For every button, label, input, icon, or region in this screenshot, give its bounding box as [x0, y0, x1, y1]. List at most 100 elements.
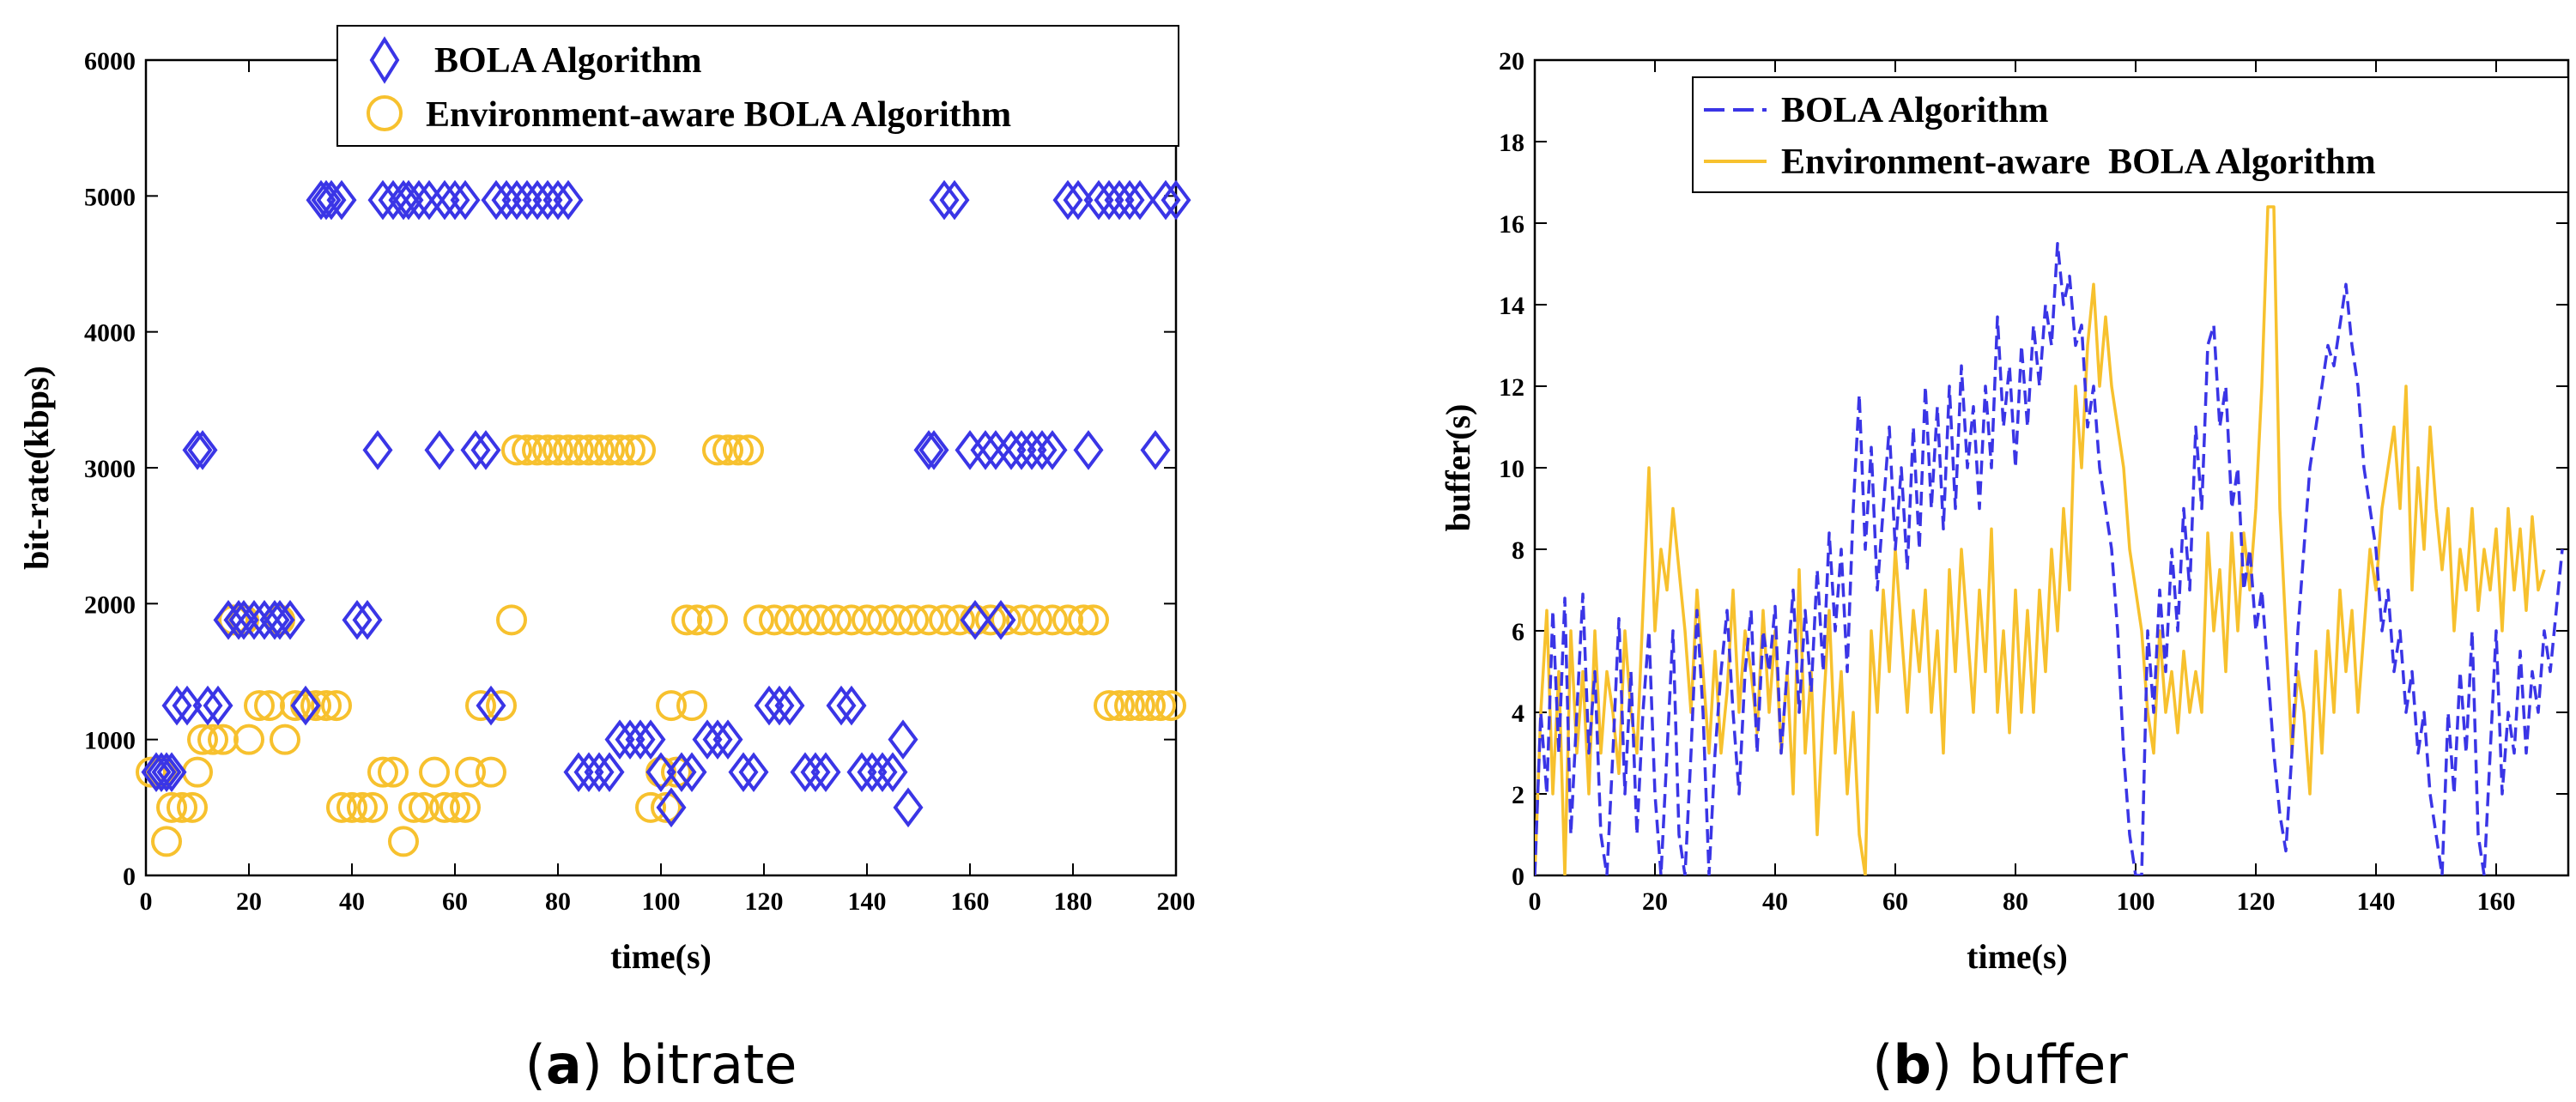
env-bola-point: [733, 434, 764, 466]
env-bola-point: [187, 724, 218, 755]
bola-point: [326, 179, 357, 221]
env-bola-point: [913, 604, 944, 636]
data-marks-a: [136, 179, 1191, 857]
y-tick-label-b: 6: [1512, 618, 1524, 646]
env-bola-point: [486, 690, 517, 722]
caption-text-b: buffer: [1969, 1033, 2129, 1096]
x-tick-label-b: 100: [2117, 887, 2155, 916]
env-bola-point: [635, 791, 666, 823]
bola-point: [738, 752, 769, 793]
env-bola-point: [573, 434, 604, 466]
y-tick-label-b: 12: [1499, 373, 1524, 402]
x-tick-label-a: 160: [951, 887, 990, 916]
buffer-chart: 0 20 40 60 80 100 120 140 160 0 2 4 6 8 10 12 14 16 18 20 t…: [1439, 47, 2570, 1096]
bola-point: [182, 430, 213, 470]
env-bola-point: [615, 434, 646, 466]
env-bola-point: [512, 434, 542, 466]
env-bola-point: [553, 434, 584, 466]
bola-point: [615, 719, 646, 760]
env-bola-point: [852, 604, 882, 636]
caption-letter-b: b: [1893, 1033, 1930, 1096]
caption-paren-open-b: (: [1872, 1033, 1893, 1096]
env-bola-point: [867, 604, 898, 636]
bola-point: [1006, 430, 1037, 470]
env-bola-point: [311, 690, 342, 722]
env-bola-point: [177, 791, 208, 823]
bola-point: [996, 430, 1027, 470]
env-bola-point: [409, 791, 439, 823]
bola-point: [857, 752, 888, 793]
env-bola-point: [542, 434, 573, 466]
env-bola-point: [300, 690, 331, 722]
legend-label-env-b: Environment-aware BOLA Algorithm: [1781, 142, 2376, 182]
bitrate-chart: 0 20 40 60 80 100 120 140 160 180 2000100020003000…: [17, 25, 1196, 1096]
x-tick-label-a: 200: [1157, 887, 1196, 916]
bola-point: [625, 719, 656, 760]
bola-point: [728, 752, 759, 793]
env-bola-point: [1021, 604, 1052, 636]
bola-point: [187, 430, 218, 470]
x-tick-label-b: 160: [2477, 887, 2516, 916]
y-axis-label-a: bit-rate(kbps): [17, 366, 56, 570]
bola-point: [1052, 179, 1083, 221]
bola-point: [1094, 179, 1124, 221]
env-bola-point: [270, 724, 300, 755]
bola-point: [702, 719, 733, 760]
env-bola-point: [651, 791, 682, 823]
legend-b: BOLA Algorithm Environment-aware BOLA Al…: [1692, 76, 2569, 193]
y-tick-label-a: 4000: [84, 319, 136, 348]
y-tick-label-a: 0: [123, 863, 136, 891]
env-bola-point: [357, 791, 388, 823]
legend-box-a: [336, 25, 1179, 147]
y-axis-label-b: buffer(s): [1439, 404, 1477, 532]
bola-point: [522, 179, 553, 221]
legend-label-bola-b: BOLA Algorithm: [1781, 91, 2049, 130]
env-bola-point: [1094, 690, 1124, 722]
bola-point: [918, 430, 949, 470]
env-bola-point: [419, 756, 450, 788]
env-bola-point: [584, 434, 615, 466]
y-tick-label-b: 14: [1499, 292, 1524, 320]
bola-point: [970, 430, 1001, 470]
env-bola-point: [218, 604, 249, 636]
bola-point: [692, 719, 723, 760]
x-axis-label-b: time(s): [1967, 937, 2068, 976]
bola-point: [316, 179, 347, 221]
y-tick-label-b: 16: [1499, 210, 1524, 239]
bola-point: [306, 179, 336, 221]
bola-point: [584, 752, 615, 793]
bola-point: [800, 752, 831, 793]
x-tick-label-a: 20: [236, 887, 262, 916]
bola-point: [352, 599, 383, 640]
env-bola-point: [455, 756, 486, 788]
bola-point: [362, 430, 393, 470]
bola-point: [960, 599, 991, 640]
y-tick-label-a: 2000: [84, 590, 136, 619]
bola-point: [1083, 179, 1114, 221]
caption-paren-close-b: ): [1931, 1033, 1969, 1096]
bola-point: [826, 685, 857, 726]
caption-a: (a) bitrate: [525, 1033, 797, 1096]
env-bola-point: [347, 791, 378, 823]
bola-point: [1124, 179, 1155, 221]
env-bola-point: [439, 791, 470, 823]
y-tick-label-a: 1000: [84, 727, 136, 755]
bola-point: [1073, 430, 1104, 470]
env-bola-point: [882, 604, 913, 636]
env-bola-point: [197, 724, 228, 755]
env-bola-point: [450, 791, 481, 823]
env-bola-point: [398, 791, 429, 823]
env-bola-point: [522, 434, 553, 466]
env-bola-buffer-line: [1535, 205, 2546, 875]
bola-point: [867, 752, 898, 793]
bola-point: [877, 752, 908, 793]
bola-point: [290, 685, 321, 726]
env-bola-point: [1104, 690, 1135, 722]
bola-point: [656, 787, 687, 828]
env-bola-point: [774, 604, 805, 636]
env-bola-point: [156, 791, 187, 823]
bola-point: [429, 179, 460, 221]
env-bola-point: [975, 604, 1006, 636]
caption-paren-close-a: ): [582, 1033, 620, 1096]
env-bola-point: [991, 604, 1021, 636]
